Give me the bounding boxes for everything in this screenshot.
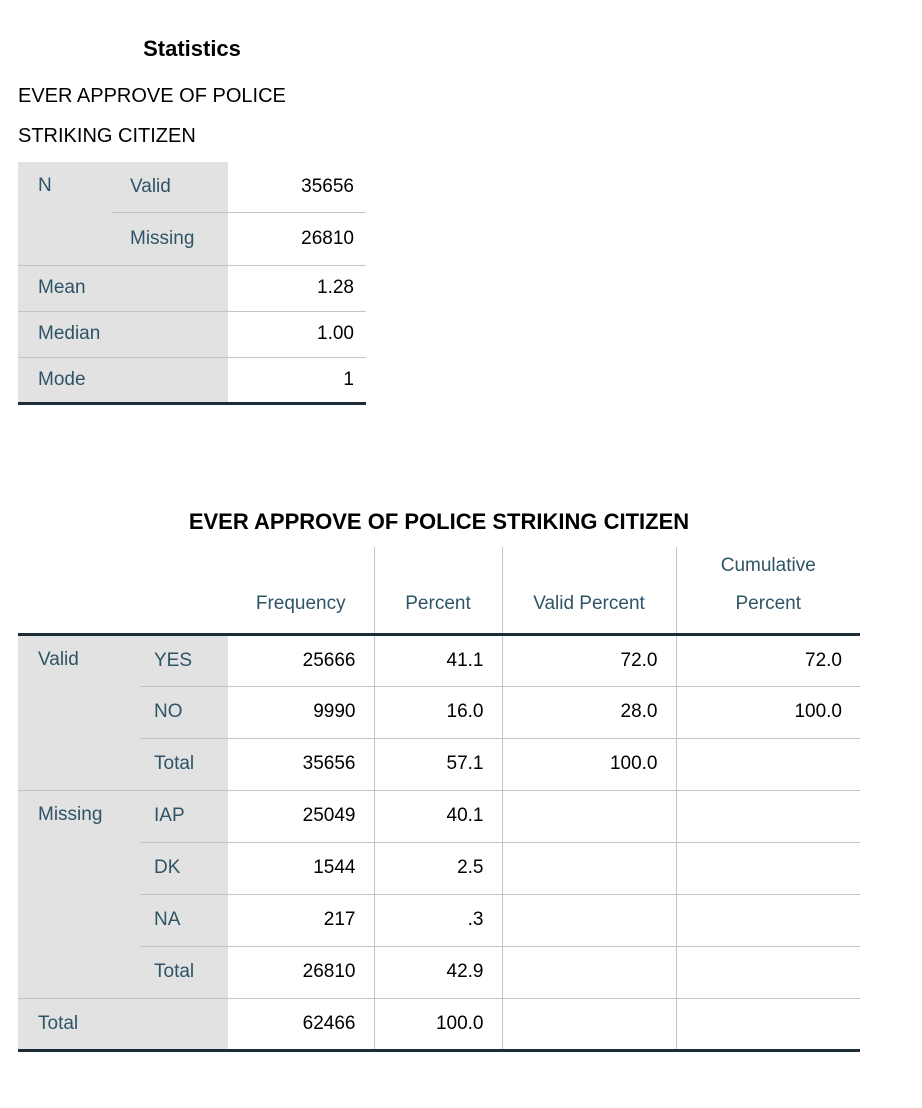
cell-percent: 40.1 — [373, 790, 502, 843]
header-percent: Percent — [373, 546, 502, 636]
cell-cumulative-percent — [675, 790, 860, 843]
stat-label-mode: Mode — [18, 357, 228, 405]
cell-valid-percent — [501, 842, 676, 895]
row-label: Total — [140, 738, 228, 791]
cell-percent: .3 — [373, 894, 502, 947]
row-label: Total — [140, 946, 228, 999]
cell-valid-percent — [501, 894, 676, 947]
table-row: NA 217 .3 — [18, 894, 860, 947]
cell-cumulative-percent — [675, 894, 860, 947]
stat-value-mode: 1 — [228, 357, 366, 405]
header-row: Frequency Percent Valid Percent Cumulati… — [18, 546, 860, 636]
group-label-missing: Missing — [18, 790, 140, 999]
cell-cumulative-percent: 72.0 — [675, 634, 860, 687]
row-label: NA — [140, 894, 228, 947]
cell-valid-percent — [501, 790, 676, 843]
stat-value-valid: 35656 — [228, 162, 366, 213]
stat-value-missing: 26810 — [228, 212, 366, 266]
cell-frequency: 9990 — [228, 686, 374, 739]
frequency-table: Frequency Percent Valid Percent Cumulati… — [18, 546, 860, 1052]
cell-frequency: 25049 — [228, 790, 374, 843]
cell-percent: 100.0 — [373, 998, 502, 1052]
cell-frequency: 1544 — [228, 842, 374, 895]
frequency-table-title: EVER APPROVE OF POLICE STRIKING CITIZEN — [188, 508, 690, 534]
cell-cumulative-percent — [675, 998, 860, 1052]
cell-percent: 16.0 — [373, 686, 502, 739]
caption-line-2: STRIKING CITIZEN — [18, 125, 196, 147]
row-label: DK — [140, 842, 228, 895]
stat-label-mean: Mean — [18, 265, 228, 312]
cell-frequency: 26810 — [228, 946, 374, 999]
statistics-section: Statistics EVER APPROVE OF POLICE STRIKI… — [18, 36, 366, 405]
table-row: Valid YES 25666 41.1 72.0 72.0 — [18, 634, 860, 791]
statistics-table: N Valid 35656 Missing 26810 Mean 1.28 Me… — [18, 162, 366, 405]
cell-frequency: 217 — [228, 894, 374, 947]
spss-output-page: Statistics EVER APPROVE OF POLICE STRIKI… — [18, 36, 860, 1052]
cell-percent: 41.1 — [373, 634, 502, 687]
row-label: NO — [140, 686, 228, 739]
statistics-table-title: Statistics — [143, 36, 241, 61]
header-valid-percent: Valid Percent — [501, 546, 676, 636]
table-row: Median 1.00 — [18, 311, 366, 358]
cell-percent: 57.1 — [373, 738, 502, 791]
cell-valid-percent: 100.0 — [501, 738, 676, 791]
frequency-section: EVER APPROVE OF POLICE STRIKING CITIZEN … — [18, 509, 860, 1052]
cell-percent: 2.5 — [373, 842, 502, 895]
table-row: DK 1544 2.5 — [18, 842, 860, 895]
cell-cumulative-percent — [675, 842, 860, 895]
cell-frequency: 62466 — [228, 998, 374, 1052]
header-frequency: Frequency — [228, 546, 374, 636]
cell-valid-percent: 72.0 — [501, 634, 676, 687]
cell-frequency: 25666 — [228, 634, 374, 687]
cell-valid-percent: 28.0 — [501, 686, 676, 739]
table-row: Mode 1 — [18, 357, 366, 405]
table-row: N Valid 35656 — [18, 162, 366, 266]
table-row: Mean 1.28 — [18, 265, 366, 312]
stat-label-missing: Missing — [112, 212, 228, 266]
cell-cumulative-percent: 100.0 — [675, 686, 860, 739]
row-label: IAP — [140, 790, 228, 843]
table-row: Missing 26810 — [18, 212, 366, 266]
header-empty-cell — [18, 546, 228, 636]
cell-valid-percent — [501, 946, 676, 999]
cell-frequency: 35656 — [228, 738, 374, 791]
stat-label-valid: Valid — [112, 162, 228, 213]
stat-value-mean: 1.28 — [228, 265, 366, 312]
table-row: Total 62466 100.0 — [18, 998, 860, 1052]
cell-cumulative-percent — [675, 946, 860, 999]
table-row: Total 26810 42.9 — [18, 946, 860, 999]
stat-label-median: Median — [18, 311, 228, 358]
cell-percent: 42.9 — [373, 946, 502, 999]
row-label: YES — [140, 634, 228, 687]
cell-valid-percent — [501, 998, 676, 1052]
grand-total-label: Total — [18, 998, 228, 1052]
statistics-variable-caption: EVER APPROVE OF POLICE STRIKING CITIZEN — [18, 76, 366, 156]
table-row: Total 35656 57.1 100.0 — [18, 738, 860, 791]
cell-cumulative-percent — [675, 738, 860, 791]
stat-value-median: 1.00 — [228, 311, 366, 358]
caption-line-1: EVER APPROVE OF POLICE — [18, 85, 286, 107]
table-row: NO 9990 16.0 28.0 100.0 — [18, 686, 860, 739]
table-row: Missing IAP 25049 40.1 — [18, 790, 860, 999]
header-cumulative-percent: Cumulative Percent — [675, 546, 860, 636]
group-label-valid: Valid — [18, 634, 140, 791]
stat-label-n: N — [18, 162, 112, 266]
